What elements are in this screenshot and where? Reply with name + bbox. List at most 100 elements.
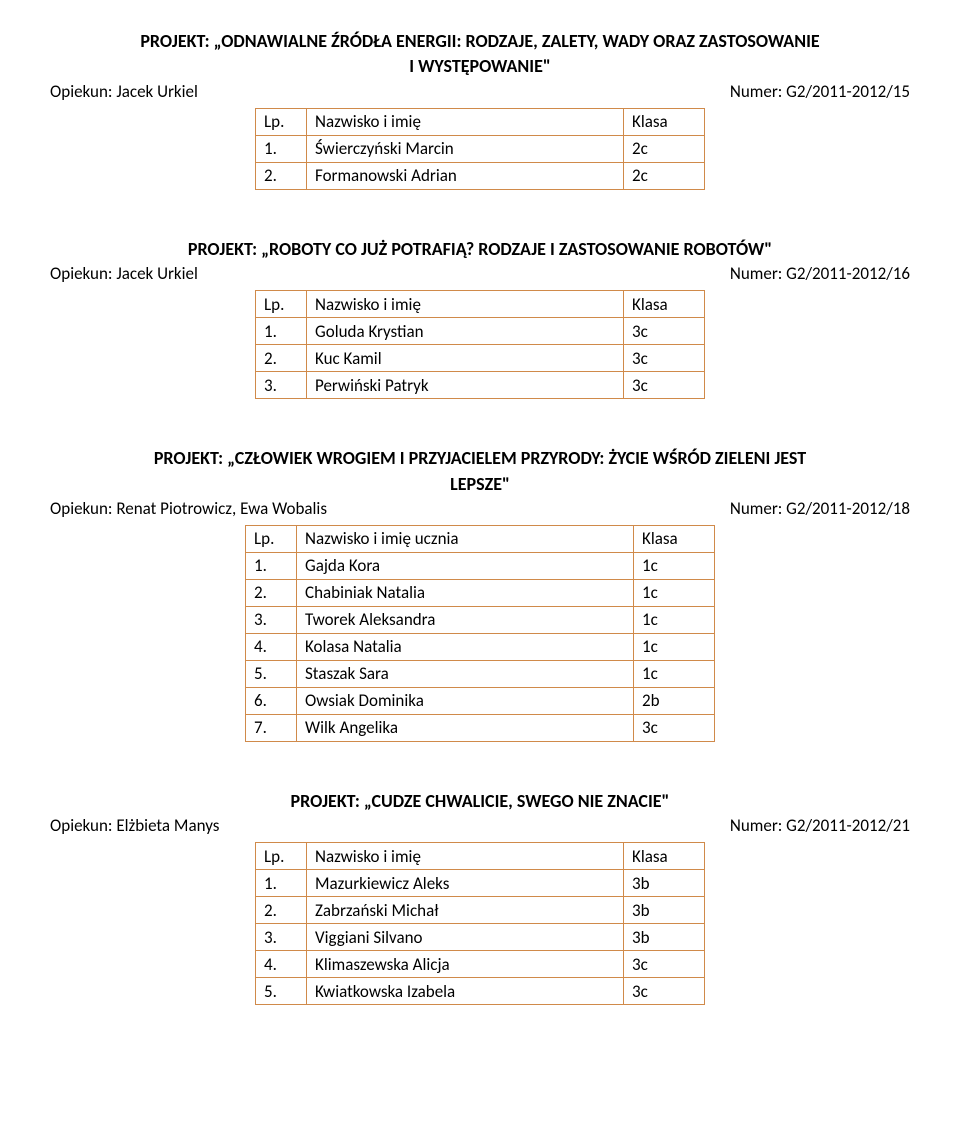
table-row: 4.Klimaszewska Alicja3c bbox=[256, 951, 705, 978]
cell-klasa: 1c bbox=[634, 660, 715, 687]
numer-label: Numer: G2/2011-2012/15 bbox=[730, 81, 910, 102]
table-row: 2.Chabiniak Natalia1c bbox=[246, 579, 715, 606]
cell-name: Goluda Krystian bbox=[307, 318, 624, 345]
cell-lp: 1. bbox=[256, 318, 307, 345]
cell-klasa: 3b bbox=[624, 870, 705, 897]
cell-lp: 3. bbox=[256, 924, 307, 951]
cell-klasa: 2c bbox=[624, 135, 705, 162]
cell-lp: 3. bbox=[246, 606, 297, 633]
project-title: PROJEKT: „ODNAWIALNE ŹRÓDŁA ENERGII: ROD… bbox=[50, 30, 910, 53]
cell-klasa: 1c bbox=[634, 579, 715, 606]
table-row: 2.Kuc Kamil3c bbox=[256, 345, 705, 372]
numer-label: Numer: G2/2011-2012/21 bbox=[730, 815, 910, 836]
student-table: Lp.Nazwisko i imię uczniaKlasa1.Gajda Ko… bbox=[245, 525, 715, 742]
project-title: PROJEKT: „CZŁOWIEK WROGIEM I PRZYJACIELE… bbox=[50, 447, 910, 470]
cell-name: Kolasa Natalia bbox=[297, 633, 634, 660]
cell-name: Gajda Kora bbox=[297, 552, 634, 579]
table-row: 4.Kolasa Natalia1c bbox=[246, 633, 715, 660]
cell-klasa: 2b bbox=[634, 687, 715, 714]
cell-name: Kwiatkowska Izabela bbox=[307, 978, 624, 1005]
cell-klasa: 3c bbox=[634, 714, 715, 741]
cell-lp: 6. bbox=[246, 687, 297, 714]
header-lp: Lp. bbox=[246, 525, 297, 552]
table-row: 6.Owsiak Dominika2b bbox=[246, 687, 715, 714]
cell-name: Perwiński Patryk bbox=[307, 372, 624, 399]
table-row: 3.Viggiani Silvano3b bbox=[256, 924, 705, 951]
section-gap bbox=[50, 218, 910, 238]
cell-name: Mazurkiewicz Aleks bbox=[307, 870, 624, 897]
table-row: 1.Gajda Kora1c bbox=[246, 552, 715, 579]
cell-lp: 1. bbox=[256, 135, 307, 162]
table-row: 1.Świerczyński Marcin2c bbox=[256, 135, 705, 162]
cell-name: Zabrzański Michał bbox=[307, 897, 624, 924]
numer-label: Numer: G2/2011-2012/16 bbox=[730, 263, 910, 284]
opiekun-label: Opiekun: Jacek Urkiel bbox=[50, 81, 198, 102]
cell-name: Chabiniak Natalia bbox=[297, 579, 634, 606]
section-gap bbox=[50, 770, 910, 790]
cell-klasa: 3c bbox=[624, 372, 705, 399]
cell-lp: 4. bbox=[246, 633, 297, 660]
header-lp: Lp. bbox=[256, 108, 307, 135]
cell-name: Viggiani Silvano bbox=[307, 924, 624, 951]
cell-klasa: 3c bbox=[624, 978, 705, 1005]
header-lp: Lp. bbox=[256, 291, 307, 318]
opiekun-label: Opiekun: Jacek Urkiel bbox=[50, 263, 198, 284]
cell-lp: 4. bbox=[256, 951, 307, 978]
cell-klasa: 3b bbox=[624, 924, 705, 951]
table-row: 3.Tworek Aleksandra1c bbox=[246, 606, 715, 633]
cell-klasa: 2c bbox=[624, 162, 705, 189]
cell-lp: 1. bbox=[246, 552, 297, 579]
cell-name: Staszak Sara bbox=[297, 660, 634, 687]
header-klasa: Klasa bbox=[634, 525, 715, 552]
table-row: 3.Perwiński Patryk3c bbox=[256, 372, 705, 399]
cell-name: Świerczyński Marcin bbox=[307, 135, 624, 162]
cell-klasa: 1c bbox=[634, 633, 715, 660]
cell-lp: 7. bbox=[246, 714, 297, 741]
opiekun-label: Opiekun: Renat Piotrowicz, Ewa Wobalis bbox=[50, 498, 327, 519]
numer-label: Numer: G2/2011-2012/18 bbox=[730, 498, 910, 519]
cell-lp: 5. bbox=[246, 660, 297, 687]
opiekun-label: Opiekun: Elżbieta Manys bbox=[50, 815, 219, 836]
table-header-row: Lp.Nazwisko i imięKlasa bbox=[256, 843, 705, 870]
table-row: 1.Mazurkiewicz Aleks3b bbox=[256, 870, 705, 897]
student-table: Lp.Nazwisko i imięKlasa1.Goluda Krystian… bbox=[255, 290, 705, 399]
cell-klasa: 3c bbox=[624, 951, 705, 978]
cell-lp: 2. bbox=[256, 345, 307, 372]
header-klasa: Klasa bbox=[624, 108, 705, 135]
cell-name: Formanowski Adrian bbox=[307, 162, 624, 189]
cell-lp: 2. bbox=[246, 579, 297, 606]
table-row: 5.Kwiatkowska Izabela3c bbox=[256, 978, 705, 1005]
table-row: 5.Staszak Sara1c bbox=[246, 660, 715, 687]
table-row: 2.Formanowski Adrian2c bbox=[256, 162, 705, 189]
cell-name: Kuc Kamil bbox=[307, 345, 624, 372]
header-klasa: Klasa bbox=[624, 843, 705, 870]
cell-klasa: 3c bbox=[624, 318, 705, 345]
project-title: PROJEKT: „CUDZE CHWALICIE, SWEGO NIE ZNA… bbox=[50, 790, 910, 813]
cell-lp: 1. bbox=[256, 870, 307, 897]
meta-row: Opiekun: Elżbieta Manys Numer: G2/2011-20… bbox=[50, 815, 910, 836]
cell-klasa: 3c bbox=[624, 345, 705, 372]
table-row: 7.Wilk Angelika3c bbox=[246, 714, 715, 741]
document-root: PROJEKT: „ODNAWIALNE ŹRÓDŁA ENERGII: ROD… bbox=[50, 30, 910, 1053]
cell-klasa: 3b bbox=[624, 897, 705, 924]
cell-lp: 2. bbox=[256, 897, 307, 924]
meta-row: Opiekun: Jacek Urkiel Numer: G2/2011-2012… bbox=[50, 81, 910, 102]
cell-name: Tworek Aleksandra bbox=[297, 606, 634, 633]
cell-klasa: 1c bbox=[634, 552, 715, 579]
table-header-row: Lp.Nazwisko i imięKlasa bbox=[256, 108, 705, 135]
cell-lp: 3. bbox=[256, 372, 307, 399]
table-header-row: Lp.Nazwisko i imięKlasa bbox=[256, 291, 705, 318]
section-gap bbox=[50, 1033, 910, 1053]
project-title: I WYSTĘPOWANIE" bbox=[50, 55, 910, 78]
cell-lp: 2. bbox=[256, 162, 307, 189]
section-gap bbox=[50, 427, 910, 447]
header-lp: Lp. bbox=[256, 843, 307, 870]
cell-klasa: 1c bbox=[634, 606, 715, 633]
meta-row: Opiekun: Jacek Urkiel Numer: G2/2011-2012… bbox=[50, 263, 910, 284]
meta-row: Opiekun: Renat Piotrowicz, Ewa Wobalis Nu… bbox=[50, 498, 910, 519]
cell-lp: 5. bbox=[256, 978, 307, 1005]
header-klasa: Klasa bbox=[624, 291, 705, 318]
table-row: 1.Goluda Krystian3c bbox=[256, 318, 705, 345]
header-name: Nazwisko i imię bbox=[307, 291, 624, 318]
project-title: LEPSZE" bbox=[50, 473, 910, 496]
